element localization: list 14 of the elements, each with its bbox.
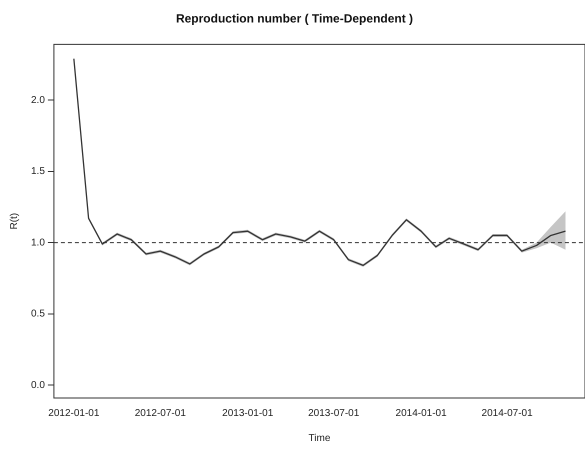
x-tick-label: 2014-01-01 <box>396 408 448 419</box>
x-tick-label: 2012-01-01 <box>48 408 100 419</box>
y-tick-label: 1.5 <box>30 166 46 178</box>
y-tick-label: 0.5 <box>30 308 46 320</box>
x-tick-label: 2013-07-01 <box>308 408 360 419</box>
x-tick-label: 2013-01-01 <box>222 408 274 419</box>
x-tick-label: 2012-07-01 <box>134 408 186 419</box>
chart-title: Reproduction number ( Time-Dependent ) <box>176 12 414 26</box>
y-axis-title: R(t) <box>8 212 20 230</box>
y-tick-label: 1.0 <box>30 237 46 248</box>
y-tick-label: 0.0 <box>30 380 46 391</box>
x-axis-title: Time <box>308 432 331 444</box>
x-tick-label: 2014-07-01 <box>482 408 534 419</box>
y-tick-label: 2.0 <box>30 94 46 106</box>
